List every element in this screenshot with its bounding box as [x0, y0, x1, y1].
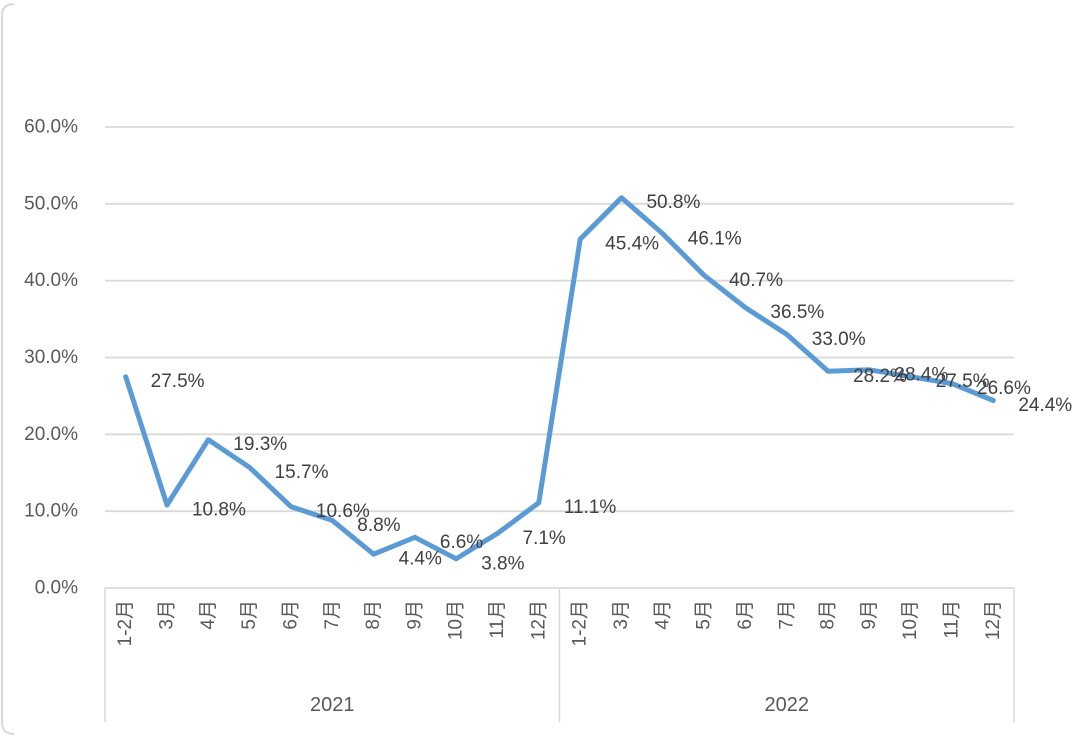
y-tick-label: 10.0% [24, 501, 78, 522]
x-month-label: 11月 [487, 600, 508, 639]
year-label: 2021 [310, 694, 355, 716]
x-month-label: 11月 [942, 600, 963, 639]
x-month-label: 4月 [198, 600, 219, 630]
data-point-label: 3.8% [481, 553, 524, 574]
x-month-label: 3月 [156, 600, 177, 630]
data-point-label: 27.5% [151, 371, 205, 392]
x-month-label: 5月 [239, 600, 260, 630]
data-point-label: 46.1% [688, 228, 742, 249]
data-line [123, 195, 996, 562]
x-month-label: 10月 [446, 600, 467, 640]
x-month-label: 4月 [652, 600, 673, 630]
data-point-label: 19.3% [233, 434, 287, 455]
x-month-label: 3月 [611, 600, 632, 630]
data-point-label: 26.6% [977, 378, 1031, 399]
x-month-label: 5月 [694, 600, 715, 630]
x-month-label: 6月 [735, 600, 756, 630]
data-point-label: 36.5% [770, 302, 824, 323]
x-month-label: 12月 [528, 600, 549, 640]
x-month-label: 8月 [363, 600, 384, 630]
year-label: 2022 [765, 694, 810, 716]
data-point-label: 10.8% [192, 500, 246, 521]
data-point-label: 6.6% [440, 532, 483, 553]
y-tick-label: 30.0% [24, 347, 78, 368]
x-month-label: 9月 [859, 600, 880, 630]
data-point-label: 4.4% [399, 549, 442, 570]
data-point-label: 7.1% [523, 528, 566, 549]
x-month-label: 12月 [983, 600, 1004, 640]
data-point-label: 33.0% [812, 329, 866, 350]
y-tick-label: 50.0% [24, 193, 78, 214]
data-point-label: 45.4% [605, 234, 659, 255]
x-month-label: 9月 [404, 600, 425, 630]
data-point-label: 28.2% [853, 366, 907, 387]
y-tick-label: 60.0% [24, 117, 78, 138]
x-month-label: 1-2月 [115, 600, 136, 646]
chart-frame-border [1, 3, 15, 735]
data-point-label: 11.1% [564, 497, 617, 518]
x-month-label: 8月 [818, 600, 839, 630]
x-month-label: 7月 [776, 600, 797, 630]
data-point-label: 24.4% [1018, 395, 1072, 416]
data-point-label: 8.8% [357, 515, 400, 536]
y-tick-label: 40.0% [24, 270, 78, 291]
x-month-label: 10月 [900, 600, 921, 640]
data-point-label: 50.8% [646, 192, 700, 213]
data-point-label: 40.7% [729, 270, 783, 291]
data-point-label: 27.5% [936, 371, 990, 392]
data-point-label: 10.6% [316, 501, 370, 522]
y-tick-label: 0.0% [35, 578, 78, 599]
x-month-label: 6月 [280, 600, 301, 630]
y-tick-label: 20.0% [24, 424, 78, 445]
data-point-label: 15.7% [275, 462, 329, 483]
x-month-label: 7月 [322, 600, 343, 630]
data-point-label: 28.4% [894, 364, 948, 385]
x-month-label: 1-2月 [570, 600, 591, 646]
